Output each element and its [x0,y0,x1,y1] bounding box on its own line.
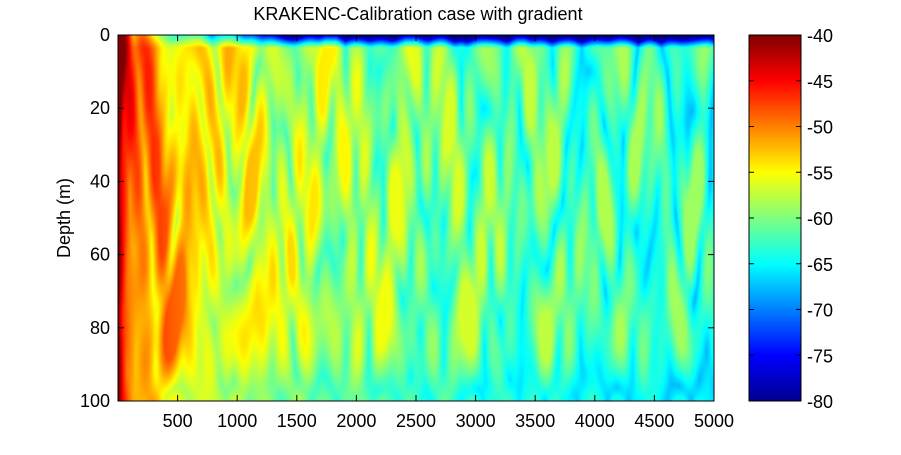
plot-area [117,34,715,402]
x-tick-label: 2500 [396,411,436,431]
y-axis: 0 20 40 60 80 100 [80,25,714,411]
colorbar-gradient [748,34,802,402]
x-tick-label: 3000 [456,411,496,431]
y-tick-label: 20 [90,98,110,118]
x-tick-label: 1500 [277,411,317,431]
colorbar-tick-label: -50 [807,118,833,138]
colorbar-ticks: -40 -45 -50 -55 -60 -65 -70 -75 -80 [749,26,833,412]
x-tick-label: 5000 [694,411,734,431]
x-tick-label: 3500 [515,411,555,431]
colorbar-tick-label: -40 [807,26,833,46]
colorbar-tick-label: -70 [807,301,833,321]
x-tick-label: 2000 [336,411,376,431]
x-tick-label: 4000 [575,411,615,431]
y-axis-label: Depth (m) [54,178,74,258]
y-tick-label: 100 [80,391,110,411]
x-axis: 500 1000 1500 2000 2500 3000 3500 4000 4500 5000 [163,35,734,431]
colorbar-tick-label: -45 [807,72,833,92]
x-tick-label: 500 [163,411,193,431]
colorbar-tick-label: -65 [807,255,833,275]
y-tick-label: 40 [90,171,110,191]
x-tick-label: 1000 [217,411,257,431]
colorbar-tick-label: -55 [807,163,833,183]
chart-title: KRAKENC-Calibration case with gradient [253,4,582,24]
colorbar: -40 -45 -50 -55 -60 -65 -70 -75 -80 [748,26,833,412]
y-tick-label: 60 [90,245,110,265]
heatmap-canvas [118,35,714,401]
colorbar-tick-label: -60 [807,209,833,229]
colorbar-tick-label: -80 [807,392,833,412]
colorbar-tick-label: -75 [807,346,833,366]
y-tick-label: 0 [100,25,110,45]
x-tick-label: 4500 [634,411,674,431]
heatmap-image-container [118,35,714,401]
y-tick-label: 80 [90,318,110,338]
